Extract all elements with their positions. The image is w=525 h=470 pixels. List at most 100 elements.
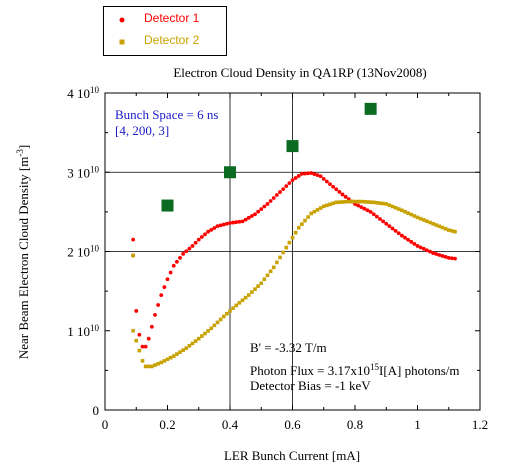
data-point [400,208,404,213]
data-point [131,253,135,258]
data-point [190,244,195,248]
data-point [253,212,257,217]
data-point [434,252,439,256]
data-point [365,200,370,204]
data-point [165,277,170,282]
data-point [364,102,377,115]
data-point [159,360,164,365]
data-point [390,204,395,209]
data-point [446,228,451,232]
data-point [265,273,270,278]
data-point [209,227,214,232]
data-point [424,248,429,253]
series-detector-1 [131,171,457,349]
y-axis-label-text: Near Beam Electron Cloud Density [m [16,157,31,360]
data-point [278,190,282,194]
data-point [146,336,151,341]
data-point [178,255,182,260]
data-point [165,357,170,362]
data-point [356,203,361,208]
data-point [149,324,154,329]
data-point [212,226,217,230]
data-point [212,323,217,328]
data-point [265,202,270,206]
data-point [346,199,351,204]
data-point [312,172,317,176]
data-point [284,184,289,189]
data-point [434,223,439,227]
data-point [406,211,410,215]
data-point [428,220,432,225]
data-point [140,344,145,349]
annotation-bunch-space: Bunch Space = 6 ns [115,107,218,122]
data-point [275,260,279,265]
data-point [140,359,145,363]
annotation-flux-post: I[A] photons/m [379,363,460,378]
data-point [431,251,436,255]
data-point [381,201,385,206]
data-point [403,235,407,240]
data-point [259,207,264,212]
data-point [143,344,148,349]
data-point [306,171,311,176]
data-point [240,219,245,224]
data-point [175,352,179,356]
data-point [350,199,354,204]
data-point [421,246,426,251]
data-point [178,350,182,354]
data-point [303,218,307,223]
data-point [225,311,229,316]
data-point [168,355,173,360]
data-point [375,200,379,205]
legend-item-detector-2: Detector 2 [104,33,224,49]
data-point [328,182,332,187]
y-tick-label: 2 1010 [67,244,99,260]
x-tick-label: 1 [414,417,421,432]
data-point [393,205,398,210]
data-point [343,199,348,204]
data-point [406,237,411,242]
data-marks [131,102,457,369]
annotation-bprime: B' = -3.32 T/m [250,340,327,355]
data-point [384,202,389,206]
data-point [415,244,420,248]
data-point [337,200,342,204]
axis-ticks [104,92,481,411]
data-point [296,225,301,230]
y-tick-label: 0 [93,403,100,418]
legend-marker-circle [119,17,125,23]
data-point [203,331,207,336]
data-point [243,217,248,222]
x-tick-label: 0.2 [159,417,175,432]
chart-title: Electron Cloud Density in QA1RP (13Nov20… [173,65,426,80]
data-point [224,221,229,226]
data-point [168,270,173,275]
data-point [450,229,454,233]
data-point [203,232,207,237]
data-point [443,254,448,259]
data-point [396,231,401,236]
data-point [256,284,260,288]
data-point [161,199,174,212]
data-point [368,200,373,204]
data-point [218,317,223,322]
data-point [412,214,417,218]
data-point [437,253,442,257]
data-point [137,348,142,353]
data-point [318,206,323,210]
data-point [328,202,332,207]
data-point [353,199,357,204]
data-point [378,201,382,205]
data-point [237,219,242,224]
data-point [440,254,445,258]
data-point [274,193,279,197]
data-point [131,328,135,333]
data-point [228,221,232,225]
data-point [240,298,245,303]
x-tick-labels: 0 0.2 0.4 0.6 0.8 1 1.2 [102,417,488,432]
legend-label-detector-2: Detector 2 [144,33,200,47]
data-point [174,259,179,264]
data-point [371,212,376,217]
data-point [428,249,432,254]
data-point [200,334,204,338]
